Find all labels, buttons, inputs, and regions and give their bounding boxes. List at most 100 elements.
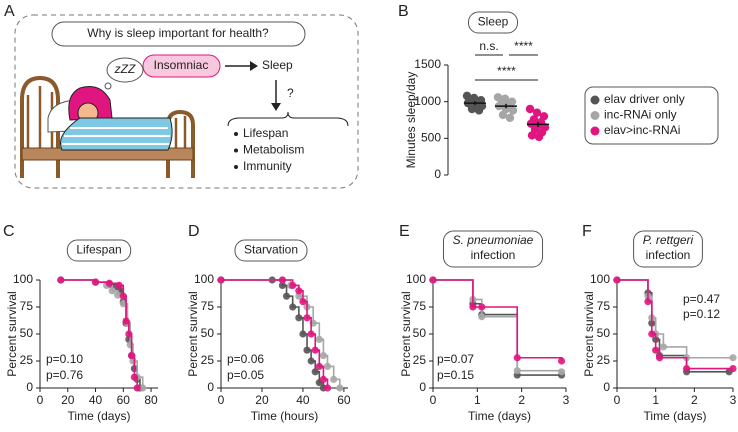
survival-point	[307, 357, 315, 365]
x-axis-label: Time (days)	[468, 409, 531, 423]
p-value: p=0.76	[46, 368, 83, 382]
p-value: p=0.10	[46, 352, 83, 366]
survival-point	[307, 330, 315, 338]
diagram-frame	[14, 14, 359, 189]
survival-point	[299, 330, 307, 338]
y-tick-label: 1000	[414, 94, 441, 108]
survival-point	[130, 373, 138, 381]
y-axis-label: Percent survival	[186, 291, 200, 376]
legend-box	[584, 86, 719, 145]
y-axis-label: Percent survival	[399, 291, 413, 376]
x-tick-label: 60	[337, 393, 351, 407]
survival-point	[315, 335, 323, 343]
title-pill	[234, 239, 308, 262]
survival-point	[315, 362, 323, 370]
y-tick-label: 25	[20, 353, 34, 367]
survival-point	[115, 281, 123, 289]
legend-marker	[590, 111, 600, 120]
panel-title: infection	[646, 248, 691, 262]
title-pill	[467, 11, 519, 34]
title-pill	[442, 230, 544, 268]
survival-point	[278, 281, 287, 289]
x-tick-label: 0	[218, 393, 225, 407]
x-tick-label: 20	[61, 393, 75, 407]
survival-point	[108, 287, 116, 295]
x-tick-label: 40	[89, 393, 103, 407]
survival-point	[478, 313, 486, 321]
x-axis-label: Time (hours)	[251, 409, 319, 423]
survival-point	[295, 314, 303, 322]
survival-point	[330, 375, 338, 383]
title-pill	[633, 230, 703, 268]
question-pill	[51, 21, 306, 47]
data-point	[498, 110, 508, 120]
legend-marker	[590, 126, 600, 136]
y-tick-label: 50	[413, 326, 427, 340]
p-value: p=0.05	[227, 368, 264, 382]
data-point	[474, 106, 484, 115]
survival-point	[295, 292, 303, 300]
survival-point	[105, 279, 114, 287]
p-value: p=0.47	[683, 292, 720, 306]
y-tick-label: 100	[406, 272, 426, 286]
y-tick-label: 25	[597, 353, 611, 367]
survival-point	[729, 354, 737, 362]
survival-point	[114, 291, 122, 299]
survival-point	[323, 362, 332, 370]
y-tick-label: 0	[207, 380, 214, 394]
panel-title: Lifespan	[76, 243, 121, 257]
survival-point	[299, 298, 307, 306]
data-point	[505, 113, 515, 123]
unknown: ?	[287, 86, 294, 100]
illustration	[20, 57, 195, 178]
x-tick-label: 0	[37, 393, 44, 407]
survival-point	[613, 276, 621, 284]
survival-point	[323, 384, 332, 392]
significance-label: n.s.	[479, 39, 498, 53]
survival-point	[126, 341, 134, 349]
y-tick-label: 100	[194, 272, 214, 286]
p-value: p=0.15	[437, 368, 474, 382]
survival-point	[289, 303, 297, 311]
survival-point	[557, 368, 566, 376]
survival-point	[652, 346, 660, 354]
survival-point	[336, 384, 344, 392]
survival-point	[125, 330, 133, 338]
bullet	[234, 148, 238, 153]
y-axis-label: Minutes sleep/day	[404, 72, 418, 169]
subject: Insomniac	[154, 58, 209, 72]
survival-point	[303, 314, 311, 322]
arrow-head	[271, 103, 281, 111]
survival-point	[311, 346, 319, 354]
panel-letter: E	[399, 223, 410, 240]
x-tick-label: 40	[296, 393, 310, 407]
x-tick-label: 60	[117, 393, 131, 407]
data-point	[493, 93, 503, 102]
x-axis-label: Time (days)	[68, 409, 131, 423]
survival-point	[282, 292, 291, 300]
y-tick-label: 1500	[414, 57, 441, 71]
panel-letter: B	[398, 3, 409, 20]
survival-point	[644, 298, 652, 306]
y-tick-label: 50	[597, 326, 611, 340]
data-point	[525, 104, 535, 114]
panel-letter: F	[582, 223, 592, 240]
survival-point	[128, 352, 136, 360]
survival-curve	[617, 279, 733, 370]
y-tick-label: 75	[413, 299, 427, 313]
legend-label: elav>inc-RNAi	[604, 123, 680, 137]
arrow-head	[250, 61, 258, 71]
y-tick-label: 50	[20, 326, 34, 340]
survival-point	[683, 364, 691, 373]
y-tick-label: 100	[590, 272, 610, 286]
dream: zZZ	[114, 62, 136, 76]
y-tick-label: 75	[597, 299, 611, 313]
survival-point	[133, 384, 141, 392]
survival-point	[217, 276, 225, 284]
survival-point	[478, 303, 486, 311]
survival-point	[319, 375, 328, 383]
y-tick-label: 0	[419, 380, 426, 394]
survival-point	[139, 384, 147, 392]
panel-letter: A	[4, 3, 15, 20]
